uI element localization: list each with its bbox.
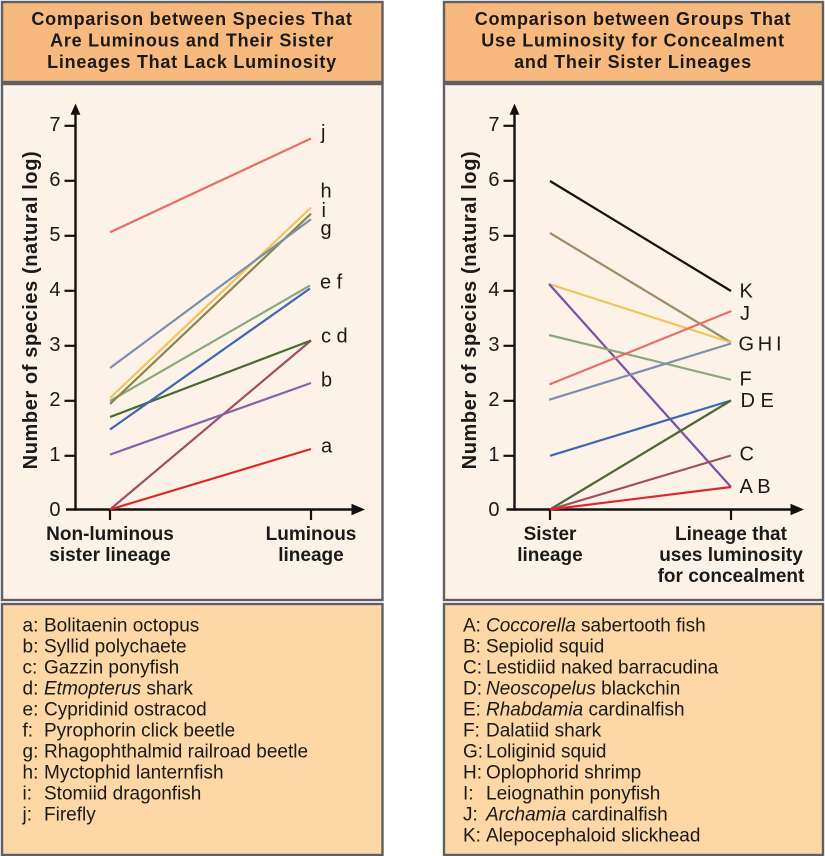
svg-text:for concealment: for concealment: [658, 566, 805, 587]
svg-text:7: 7: [49, 114, 60, 136]
svg-text:A B: A B: [740, 476, 771, 498]
svg-text:0: 0: [488, 499, 499, 521]
svg-text:lineage: lineage: [278, 545, 343, 566]
svg-text:1: 1: [488, 444, 499, 466]
svg-text:D:Neoscopelus blackchin: D: Neoscopelus blackchin: [463, 679, 680, 700]
svg-text:4: 4: [49, 279, 60, 301]
svg-text:J:Archamia cardinalfish: J: Archamia cardinalfish: [463, 805, 668, 826]
svg-text:uses luminosity: uses luminosity: [659, 545, 803, 566]
svg-text:Number of species (natural log: Number of species (natural log): [459, 151, 481, 470]
svg-text:E:Rhabdamia cardinalfish: E: Rhabdamia cardinalfish: [463, 700, 685, 721]
svg-text:5: 5: [49, 224, 60, 246]
svg-text:1: 1: [49, 444, 60, 466]
svg-text:C: C: [740, 443, 754, 465]
svg-text:A:Coccorella sabertooth fish: A: Coccorella sabertooth fish: [463, 616, 706, 637]
svg-text:Luminous: Luminous: [266, 524, 357, 545]
svg-text:J: J: [740, 303, 750, 325]
svg-text:e f: e f: [320, 272, 343, 294]
svg-text:3: 3: [49, 334, 60, 356]
svg-text:2: 2: [49, 389, 60, 411]
svg-text:2: 2: [488, 389, 499, 411]
svg-text:i:Stomiid dragonfish: i: Stomiid dragonfish: [23, 784, 202, 805]
svg-text:i: i: [322, 200, 326, 222]
svg-text:K: K: [740, 281, 754, 303]
svg-text:K:Alepocephaloid slickhead: K: Alepocephaloid slickhead: [463, 826, 700, 847]
svg-text:4: 4: [488, 279, 499, 301]
svg-text:Comparison between Groups That: Comparison between Groups That: [475, 9, 792, 29]
svg-text:Sister: Sister: [524, 524, 577, 545]
svg-text:7: 7: [488, 114, 499, 136]
svg-text:and Their Sister Lineages: and Their Sister Lineages: [514, 52, 752, 72]
svg-text:e:Cypridinid ostracod: e: Cypridinid ostracod: [23, 700, 207, 721]
svg-text:b:Syllid polychaete: b: Syllid polychaete: [23, 637, 187, 658]
svg-text:lineage: lineage: [517, 545, 582, 566]
svg-text:F:Dalatiid shark: F: Dalatiid shark: [463, 721, 602, 742]
svg-text:a: a: [321, 436, 333, 458]
svg-text:c:Gazzin ponyfish: c: Gazzin ponyfish: [23, 658, 180, 679]
svg-text:f:Pyrophorin click beetle: f: Pyrophorin click beetle: [23, 721, 236, 742]
svg-text:g:Rhagophthalmid railroad beet: g: Rhagophthalmid railroad beetle: [23, 742, 309, 763]
svg-text:F: F: [740, 368, 752, 390]
svg-text:3: 3: [488, 334, 499, 356]
svg-text:Are Luminous and Their Sister: Are Luminous and Their Sister: [50, 31, 334, 51]
svg-text:a:Bolitaenin octopus: a: Bolitaenin octopus: [23, 616, 200, 637]
svg-text:sister lineage: sister lineage: [49, 545, 170, 566]
svg-text:b: b: [321, 370, 332, 392]
svg-text:d:Etmopterus shark: d: Etmopterus shark: [23, 679, 194, 700]
svg-text:Use Luminosity for Concealment: Use Luminosity for Concealment: [481, 31, 785, 51]
svg-text:6: 6: [488, 169, 499, 191]
svg-text:c d: c d: [321, 326, 348, 348]
svg-text:I:Leiognathin ponyfish: I: Leiognathin ponyfish: [463, 784, 660, 805]
svg-text:h:Myctophid lanternfish: h: Myctophid lanternfish: [23, 763, 224, 784]
svg-text:Lineage that: Lineage that: [675, 524, 788, 545]
svg-text:C:Lestidiid naked barracudina: C: Lestidiid naked barracudina: [463, 658, 719, 679]
svg-text:Number of species (natural log: Number of species (natural log): [20, 151, 42, 470]
svg-text:0: 0: [49, 499, 60, 521]
svg-text:Comparison between Species Tha: Comparison between Species That: [31, 9, 352, 29]
svg-text:g: g: [321, 218, 332, 240]
svg-text:Non-luminous: Non-luminous: [46, 524, 174, 545]
svg-text:h: h: [321, 181, 332, 203]
svg-text:6: 6: [49, 169, 60, 191]
svg-text:5: 5: [488, 224, 499, 246]
svg-text:D E: D E: [741, 390, 774, 412]
svg-text:B:Sepiolid squid: B: Sepiolid squid: [463, 637, 604, 658]
svg-text:Lineages That Lack Luminosity: Lineages That Lack Luminosity: [47, 52, 337, 72]
svg-text:G:Loliginid squid: G: Loliginid squid: [463, 742, 606, 763]
svg-text:G H I: G H I: [739, 334, 782, 356]
svg-text:H:Oplophorid shrimp: H: Oplophorid shrimp: [463, 763, 641, 784]
svg-text:j: j: [320, 122, 325, 144]
